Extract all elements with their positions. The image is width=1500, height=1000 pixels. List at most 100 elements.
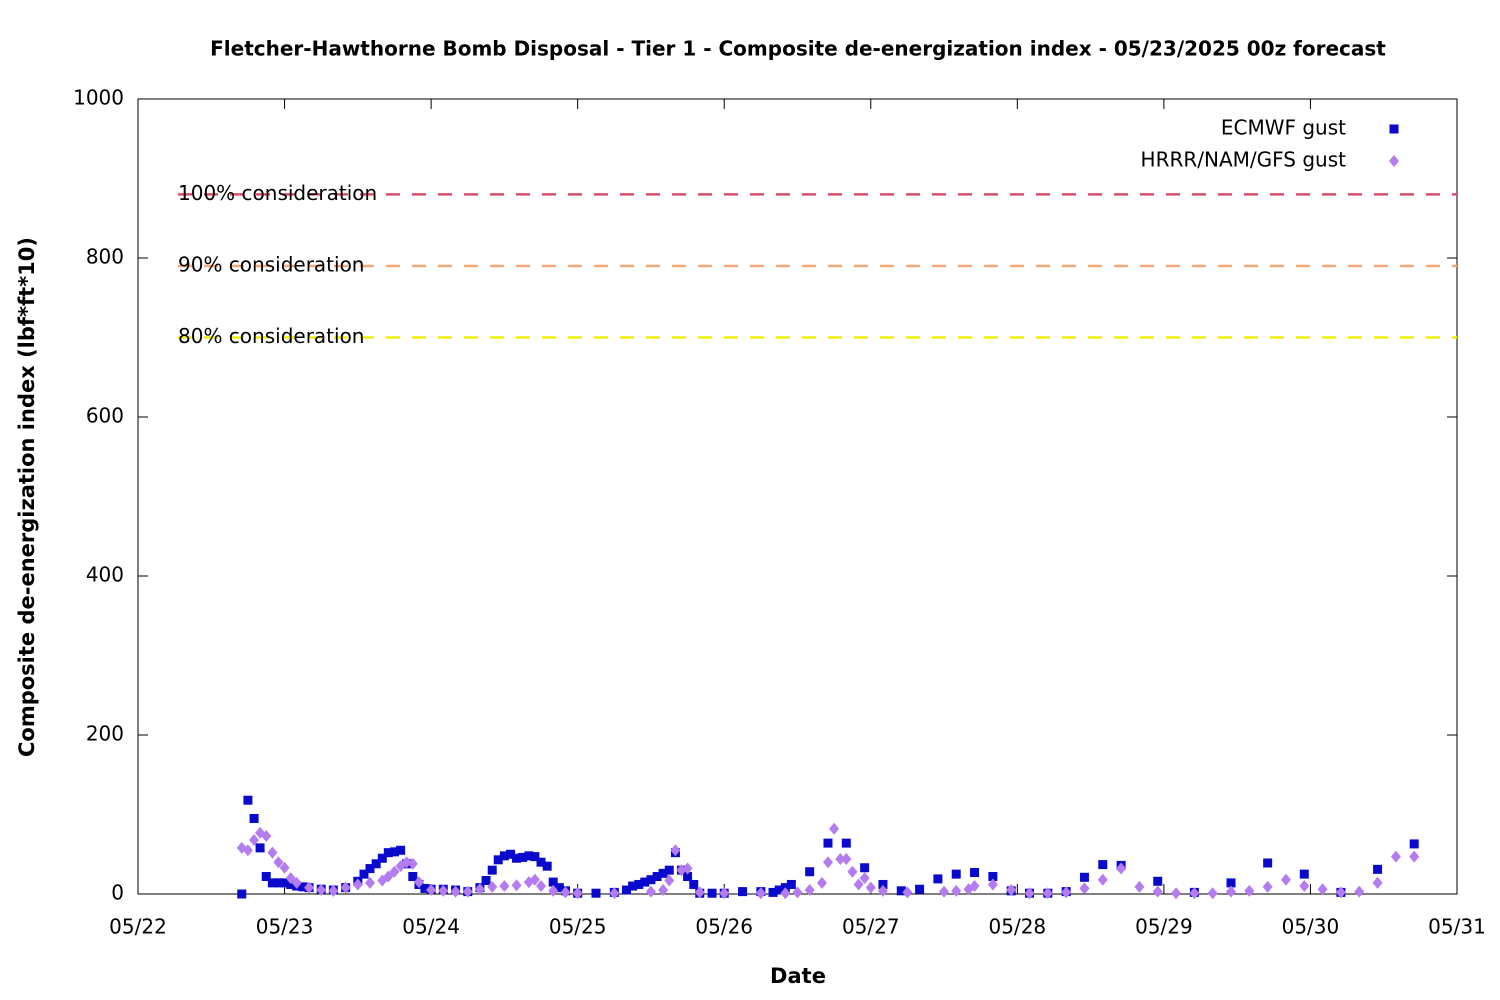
point	[1098, 860, 1108, 870]
point	[1390, 850, 1401, 863]
point	[988, 872, 998, 882]
point	[902, 886, 913, 899]
point	[865, 881, 876, 894]
y-tick-label: 600	[86, 404, 124, 428]
point	[1152, 885, 1163, 898]
point	[450, 885, 461, 898]
point	[273, 856, 284, 869]
point	[1079, 882, 1090, 895]
point	[786, 879, 796, 889]
point	[804, 884, 815, 897]
x-axis-title: Date	[770, 964, 826, 988]
point	[682, 862, 693, 875]
point	[1354, 885, 1365, 898]
point	[829, 822, 840, 835]
point	[572, 887, 583, 900]
point	[1262, 880, 1273, 893]
x-tick-label: 05/30	[1282, 915, 1340, 939]
point	[591, 888, 601, 898]
point	[816, 876, 827, 889]
point	[1134, 880, 1145, 893]
point	[1207, 887, 1218, 900]
point	[511, 879, 522, 892]
point	[1097, 873, 1108, 886]
point	[243, 795, 253, 805]
point	[536, 880, 547, 893]
point	[768, 887, 778, 897]
point	[664, 865, 674, 875]
plot-frame	[137, 98, 1458, 895]
point	[304, 881, 315, 894]
point	[1372, 876, 1383, 889]
point	[279, 861, 290, 874]
point	[560, 886, 571, 899]
x-tick-label: 05/24	[402, 915, 460, 939]
point	[683, 872, 693, 882]
point	[352, 878, 363, 891]
point	[249, 813, 259, 823]
point	[438, 884, 449, 897]
y-tick-label: 800	[86, 245, 124, 269]
point	[413, 876, 424, 889]
point	[426, 884, 437, 897]
point	[1116, 862, 1127, 875]
point	[987, 878, 998, 891]
x-tick-label: 05/29	[1135, 915, 1193, 939]
point	[1042, 887, 1053, 900]
point	[970, 868, 980, 878]
y-axis-title: Composite de-energization index (lbf*ft*…	[15, 237, 39, 757]
chart-title: Fletcher-Hawthorne Bomb Disposal - Tier …	[210, 37, 1386, 61]
point	[1335, 886, 1346, 899]
point	[1299, 880, 1310, 893]
point	[512, 853, 522, 863]
point	[896, 886, 906, 896]
point	[652, 872, 662, 882]
legend-label: ECMWF gust	[1221, 116, 1346, 140]
point	[670, 844, 681, 857]
point	[835, 853, 846, 866]
point	[261, 829, 272, 842]
point	[878, 879, 888, 889]
point	[1153, 876, 1163, 886]
point	[1373, 864, 1383, 874]
legend-label: HRRR/NAM/GFS gust	[1141, 148, 1347, 172]
y-tick-label: 400	[86, 563, 124, 587]
point	[755, 887, 766, 900]
legend-marker	[1389, 124, 1399, 134]
point	[860, 863, 870, 873]
point	[628, 881, 638, 891]
point	[780, 887, 791, 900]
point	[420, 883, 430, 893]
point	[536, 857, 546, 867]
point	[389, 865, 400, 878]
point	[1079, 872, 1089, 882]
y-tick-label: 1000	[73, 86, 124, 110]
point	[298, 882, 308, 892]
point	[841, 838, 851, 848]
x-tick-label: 05/22	[109, 915, 167, 939]
point	[529, 873, 540, 886]
point	[621, 885, 631, 895]
x-tick-label: 05/23	[256, 915, 314, 939]
point	[1061, 886, 1072, 899]
point	[823, 838, 833, 848]
point	[493, 855, 503, 865]
x-tick-label: 05/26	[695, 915, 753, 939]
point	[328, 884, 339, 897]
point	[291, 876, 302, 889]
point	[548, 877, 558, 887]
x-tick-label: 05/31	[1428, 915, 1486, 939]
point	[951, 869, 961, 879]
point	[877, 884, 888, 897]
point	[267, 846, 278, 859]
point	[1024, 887, 1035, 900]
point	[1317, 883, 1328, 896]
point	[1299, 869, 1309, 879]
point	[969, 880, 980, 893]
point	[1409, 850, 1420, 863]
point	[481, 875, 491, 885]
point	[359, 869, 369, 879]
x-tick-label: 05/27	[842, 915, 900, 939]
point	[542, 861, 552, 871]
